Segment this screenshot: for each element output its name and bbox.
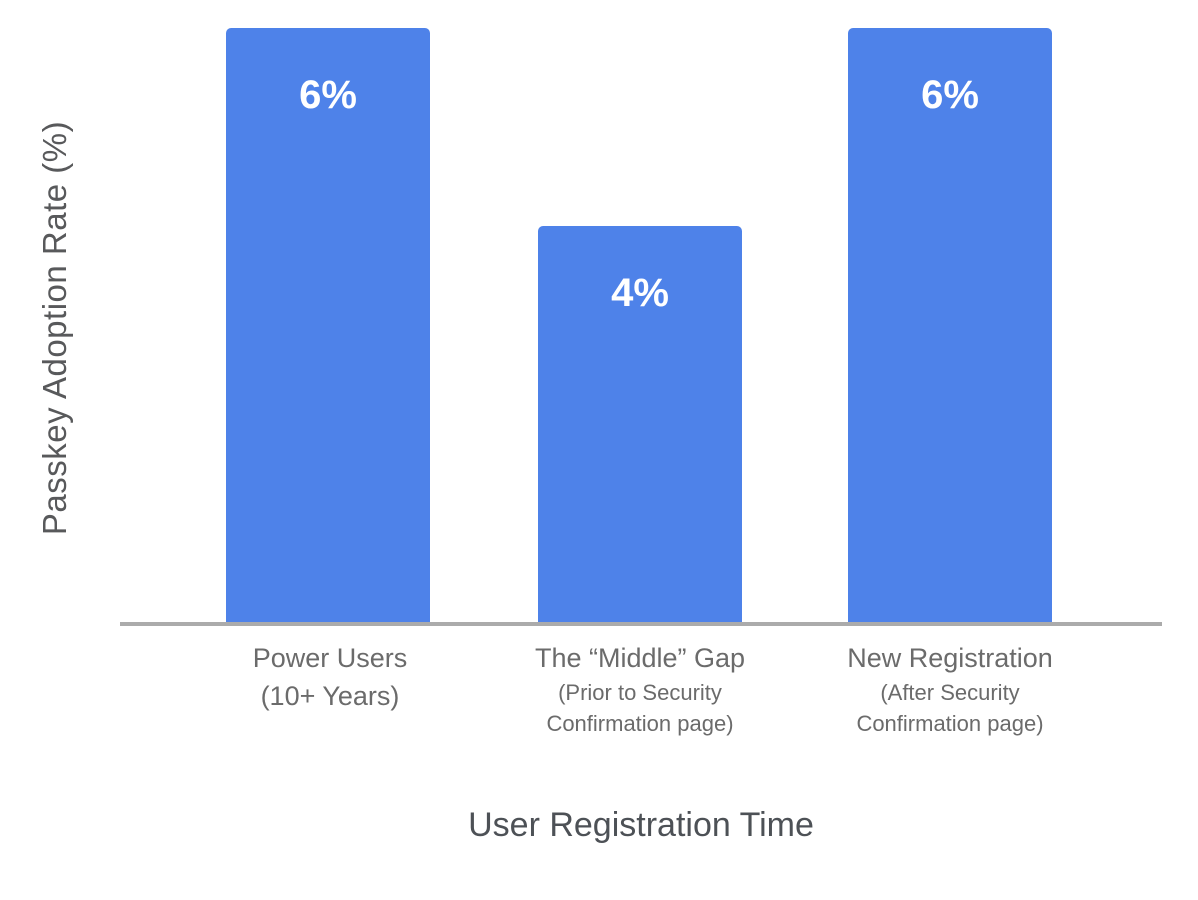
tick-sub-block: (Prior to Security Confirmation page) <box>470 677 810 739</box>
x-tick-label-new-registration: New Registration (After Security Confirm… <box>780 639 1120 739</box>
bar-new-registration: 6% <box>848 28 1052 622</box>
y-axis-title: Passkey Adoption Rate (%) <box>36 120 73 536</box>
tick-main-line: (10+ Years) <box>260 681 400 711</box>
x-tick-label-power-users: Power Users (10+ Years) <box>160 639 500 715</box>
bar-power-users: 6% <box>226 28 430 622</box>
tick-main-line: The “Middle” Gap <box>534 643 746 673</box>
tick-sub-line: Confirmation page) <box>856 711 1044 736</box>
tick-main-line: Power Users <box>252 643 408 673</box>
tick-sub-line: (Prior to Security <box>558 680 722 705</box>
bar-value-label: 6% <box>299 73 357 117</box>
bar-value-label: 4% <box>611 271 669 315</box>
tick-main-line: New Registration <box>847 643 1053 673</box>
x-axis-title: User Registration Time <box>468 806 814 844</box>
tick-sub-line: Confirmation page) <box>546 711 734 736</box>
tick-sub-line: (After Security <box>880 680 1020 705</box>
bar-value-label: 6% <box>921 73 979 117</box>
bar-middle-gap: 4% <box>538 226 742 622</box>
x-tick-label-middle-gap: The “Middle” Gap (Prior to Security Conf… <box>470 639 810 739</box>
tick-sub-block: (After Security Confirmation page) <box>780 677 1120 739</box>
plot-area: 6% 4% 6% <box>120 28 1162 626</box>
